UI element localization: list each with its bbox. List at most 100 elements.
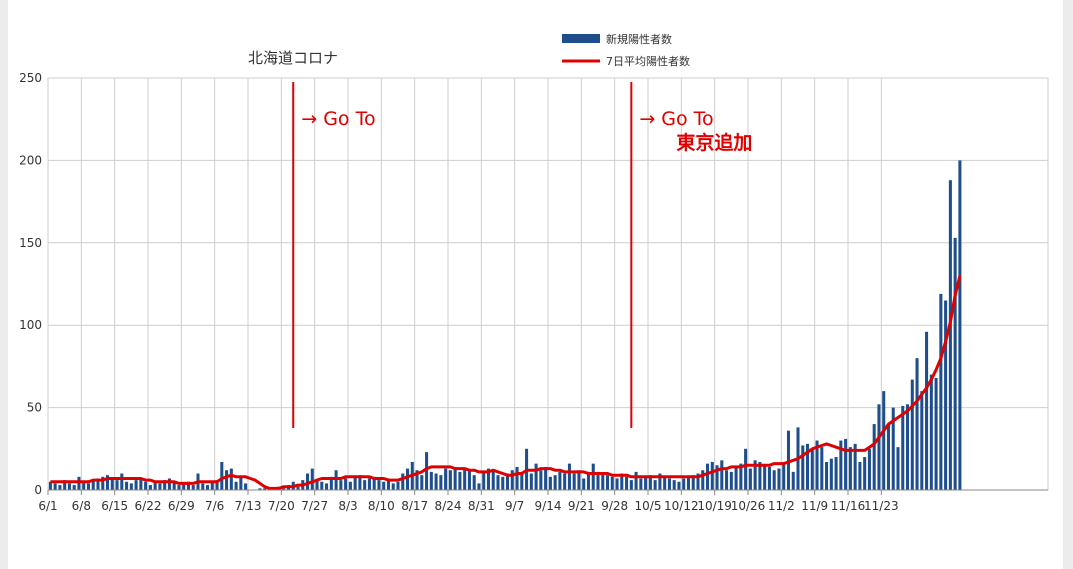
bar: [339, 480, 343, 490]
avg-line: [50, 275, 962, 490]
bar: [382, 481, 386, 490]
bar: [182, 483, 186, 490]
covid-chart: 0 50 100 150 200 250 6/1 6/8 6/15 6/22 6/29 7/6 7/13…: [19, 32, 1049, 513]
bar: [744, 448, 748, 490]
bar: [491, 470, 495, 490]
bar: [425, 452, 429, 490]
bar: [158, 483, 162, 490]
bar: [782, 461, 786, 490]
bar: [934, 377, 938, 490]
bar: [439, 475, 443, 490]
bar: [129, 483, 133, 490]
bar: [877, 404, 881, 490]
x-tick-label: 8/24: [435, 499, 462, 513]
bar: [463, 468, 467, 490]
bar: [510, 470, 514, 490]
bar: [448, 470, 452, 490]
bar: [758, 461, 762, 490]
x-tick-label: 6/1: [38, 499, 57, 513]
x-tick-label: 6/8: [72, 499, 91, 513]
y-tick-label: 250: [19, 71, 42, 85]
bar: [244, 483, 248, 490]
bar: [220, 461, 224, 490]
bar: [177, 485, 181, 490]
bar: [86, 483, 90, 490]
x-tick-label: 7/13: [235, 499, 262, 513]
bar: [906, 404, 910, 490]
bar: [691, 475, 695, 490]
bar: [939, 293, 943, 490]
bar: [806, 443, 810, 490]
goto-sublabel: 東京追加: [676, 131, 752, 154]
bar: [834, 457, 838, 490]
bar: [677, 481, 681, 490]
legend-bar-label: 新規陽性者数: [606, 32, 672, 46]
bar: [625, 476, 629, 490]
bar: [96, 478, 100, 490]
bar: [548, 476, 552, 490]
bar: [63, 480, 67, 490]
bar: [801, 445, 805, 490]
bar: [777, 468, 781, 490]
bar: [296, 486, 300, 490]
bar: [639, 478, 643, 490]
bar: [163, 480, 167, 490]
bar: [815, 440, 819, 490]
bar: [886, 424, 890, 490]
bar: [396, 481, 400, 490]
goto-label: → Go To: [301, 108, 375, 130]
bar: [201, 483, 205, 490]
bar: [458, 471, 462, 490]
bar: [958, 160, 962, 490]
bar: [234, 481, 238, 490]
bar: [672, 480, 676, 490]
bar: [896, 447, 900, 490]
bar: [601, 473, 605, 490]
bar: [706, 463, 710, 490]
y-tick-label: 200: [19, 153, 42, 167]
bar: [534, 463, 538, 490]
bar: [829, 458, 833, 490]
bar: [206, 485, 210, 490]
bar: [520, 471, 524, 490]
bar: [329, 476, 333, 490]
x-tick-label: 6/29: [168, 499, 195, 513]
bar: [310, 468, 314, 490]
x-tick-label: 10/5: [635, 499, 662, 513]
bar: [596, 471, 600, 490]
y-tick-label: 0: [34, 483, 42, 497]
bar: [67, 483, 71, 490]
bar: [891, 407, 895, 490]
bar: [453, 466, 457, 490]
bar: [544, 466, 548, 490]
x-tick-label: 8/17: [401, 499, 428, 513]
bar: [477, 483, 481, 490]
bar: [577, 470, 581, 490]
bar: [191, 485, 195, 490]
x-tick-label: 9/21: [568, 499, 595, 513]
bar: [563, 473, 567, 490]
bar: [872, 424, 876, 490]
bar: [229, 468, 233, 490]
bar: [772, 470, 776, 490]
bar: [372, 476, 376, 490]
bar: [844, 438, 848, 490]
bar: [258, 488, 262, 490]
bar: [148, 485, 152, 490]
bar: [682, 478, 686, 490]
bar: [334, 470, 338, 490]
x-tick-label: 7/27: [301, 499, 328, 513]
line-series: [50, 275, 962, 490]
bar: [667, 478, 671, 490]
bar: [944, 300, 948, 490]
bar: [925, 331, 929, 490]
bar: [920, 391, 924, 490]
x-tick-label: 11/9: [801, 499, 828, 513]
bar: [134, 480, 138, 490]
bar: [648, 475, 652, 490]
bar: [139, 478, 143, 490]
bar: [767, 466, 771, 490]
bar: [239, 476, 243, 490]
bar: [701, 470, 705, 490]
